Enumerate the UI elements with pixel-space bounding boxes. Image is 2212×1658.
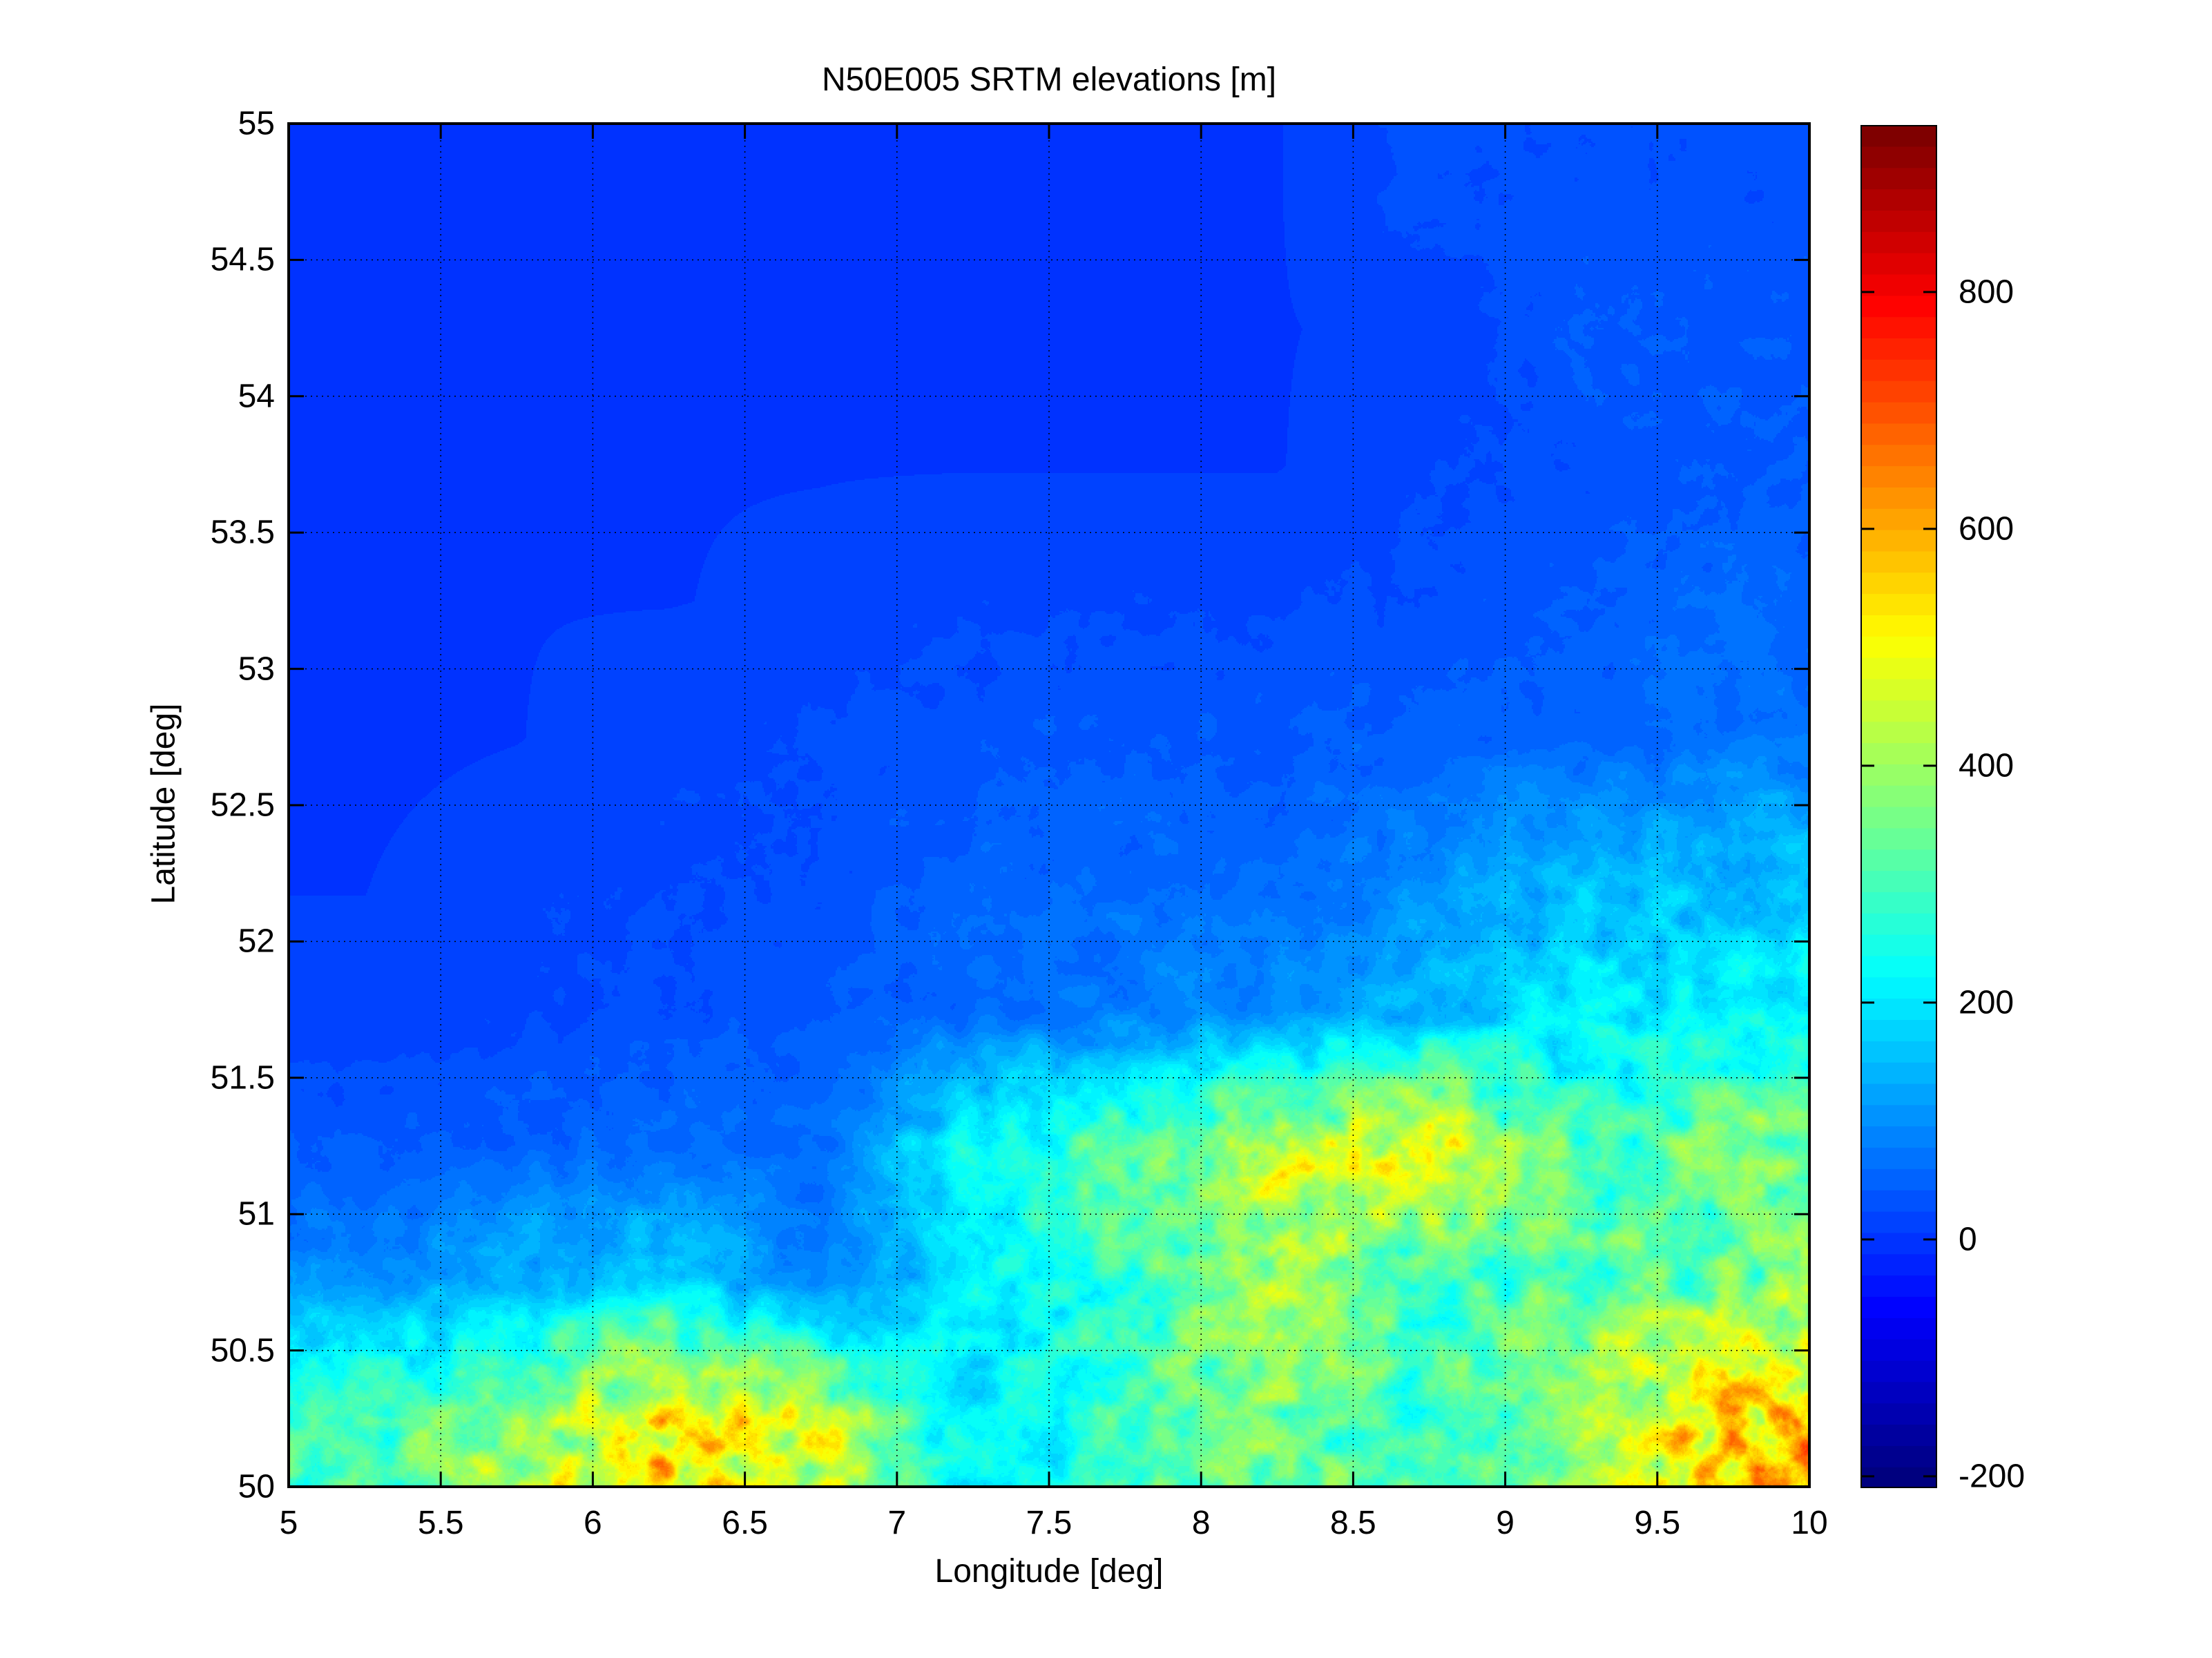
colorbar-level bbox=[1860, 955, 1937, 978]
colorbar-level bbox=[1860, 913, 1937, 935]
y-axis-label: Latitude [deg] bbox=[145, 703, 182, 905]
colorbar-level bbox=[1860, 1275, 1937, 1298]
x-tick-label: 9 bbox=[1496, 1505, 1514, 1541]
y-tick-label: 55 bbox=[238, 105, 275, 142]
x-tick-label: 10 bbox=[1791, 1505, 1828, 1541]
colorbar-level bbox=[1860, 1083, 1937, 1106]
colorbar-level bbox=[1860, 721, 1937, 744]
colorbar-level bbox=[1860, 231, 1937, 253]
colorbar-level bbox=[1860, 998, 1937, 1021]
y-tick-label: 50 bbox=[238, 1468, 275, 1505]
y-tick-label: 52 bbox=[238, 923, 275, 960]
y-tick-label: 54 bbox=[238, 378, 275, 415]
colorbar-level bbox=[1860, 1402, 1937, 1425]
colorbar-level bbox=[1860, 1190, 1937, 1212]
colorbar-level bbox=[1860, 401, 1937, 424]
x-tick-label: 8 bbox=[1191, 1505, 1211, 1541]
colorbar-tick-label: -200 bbox=[1959, 1458, 2026, 1495]
colorbar-level bbox=[1860, 189, 1937, 211]
colorbar-level bbox=[1860, 615, 1937, 637]
colorbar-level bbox=[1860, 295, 1937, 318]
colorbar-level bbox=[1860, 316, 1937, 339]
colorbar-level bbox=[1860, 146, 1937, 168]
colorbar-level bbox=[1860, 785, 1937, 807]
y-tick-label: 53 bbox=[238, 650, 275, 688]
colorbar-level bbox=[1860, 764, 1937, 786]
colorbar-level bbox=[1860, 1041, 1937, 1063]
x-tick-label: 8.5 bbox=[1330, 1505, 1376, 1541]
y-tick-label: 50.5 bbox=[210, 1332, 275, 1369]
colorbar-level bbox=[1860, 976, 1937, 999]
colorbar-level bbox=[1860, 593, 1937, 616]
x-tick-label: 7 bbox=[887, 1505, 907, 1541]
x-tick-label: 5 bbox=[279, 1505, 298, 1541]
colorbar-level bbox=[1860, 1019, 1937, 1041]
colorbar-level bbox=[1860, 1467, 1937, 1488]
colorbar-level bbox=[1860, 1445, 1937, 1467]
colorbar-level bbox=[1860, 1168, 1937, 1191]
x-tick-label: 7.5 bbox=[1026, 1505, 1073, 1541]
colorbar-tick-label: 600 bbox=[1959, 510, 2014, 548]
colorbar-level bbox=[1860, 1147, 1937, 1169]
colorbar-level bbox=[1860, 210, 1937, 232]
colorbar-level bbox=[1860, 870, 1937, 892]
colorbar-level bbox=[1860, 849, 1937, 871]
colorbar-level bbox=[1860, 530, 1937, 552]
colorbar-level bbox=[1860, 678, 1937, 701]
colorbar-tick-label: 400 bbox=[1959, 747, 2014, 784]
colorbar-level bbox=[1860, 1253, 1937, 1276]
colorbar-level bbox=[1860, 636, 1937, 658]
x-tick-label: 6 bbox=[584, 1505, 602, 1541]
colorbar-level bbox=[1860, 444, 1937, 467]
colorbar-level bbox=[1860, 1062, 1937, 1084]
colorbar-level bbox=[1860, 742, 1937, 764]
y-tick-label: 52.5 bbox=[210, 787, 275, 824]
y-tick-label: 54.5 bbox=[210, 241, 275, 278]
colorbar-level bbox=[1860, 380, 1937, 403]
x-tick-label: 6.5 bbox=[722, 1505, 768, 1541]
axes-box bbox=[287, 122, 1811, 1488]
colorbar-level bbox=[1860, 1360, 1937, 1382]
colorbar-level bbox=[1860, 550, 1937, 573]
colorbar-level bbox=[1860, 465, 1937, 488]
chart-title: N50E005 SRTM elevations [m] bbox=[821, 61, 1277, 98]
colorbar-level bbox=[1860, 359, 1937, 381]
colorbar-level bbox=[1860, 1126, 1937, 1148]
colorbar-tick-label: 0 bbox=[1959, 1221, 1977, 1258]
x-axis-label: Longitude [deg] bbox=[934, 1553, 1164, 1590]
colorbar-level bbox=[1860, 125, 1937, 147]
y-tick-label: 51 bbox=[238, 1195, 275, 1233]
colorbar-level bbox=[1860, 167, 1937, 190]
colorbar-level bbox=[1860, 1381, 1937, 1404]
x-tick-label: 5.5 bbox=[417, 1505, 464, 1541]
colorbar-level bbox=[1860, 1318, 1937, 1340]
colorbar-level bbox=[1860, 1424, 1937, 1446]
colorbar-level bbox=[1860, 423, 1937, 445]
axes-frame bbox=[287, 122, 1811, 1488]
colorbar-level bbox=[1860, 1211, 1937, 1233]
colorbar-level bbox=[1860, 1104, 1937, 1127]
colorbar-tick-label: 800 bbox=[1959, 273, 2014, 311]
colorbar-level bbox=[1860, 1232, 1937, 1255]
colorbar-level bbox=[1860, 508, 1937, 530]
colorbar-level bbox=[1860, 700, 1937, 722]
colorbar-level bbox=[1860, 1339, 1937, 1361]
plot-area bbox=[287, 122, 1811, 1488]
y-tick-label: 51.5 bbox=[210, 1059, 275, 1097]
colorbar bbox=[1860, 125, 1937, 1488]
colorbar-tick-label: 200 bbox=[1959, 984, 2014, 1021]
colorbar-level bbox=[1860, 657, 1937, 679]
x-tick-label: 9.5 bbox=[1634, 1505, 1681, 1541]
colorbar-level bbox=[1860, 253, 1937, 275]
colorbar-level bbox=[1860, 487, 1937, 509]
colorbar-level bbox=[1860, 934, 1937, 956]
colorbar-level bbox=[1860, 572, 1937, 595]
y-tick-label: 53.5 bbox=[210, 514, 275, 551]
colorbar-level bbox=[1860, 338, 1937, 360]
colorbar-level bbox=[1860, 827, 1937, 850]
colorbar-level bbox=[1860, 891, 1937, 914]
colorbar-level bbox=[1860, 1296, 1937, 1318]
colorbar-level bbox=[1860, 807, 1937, 829]
